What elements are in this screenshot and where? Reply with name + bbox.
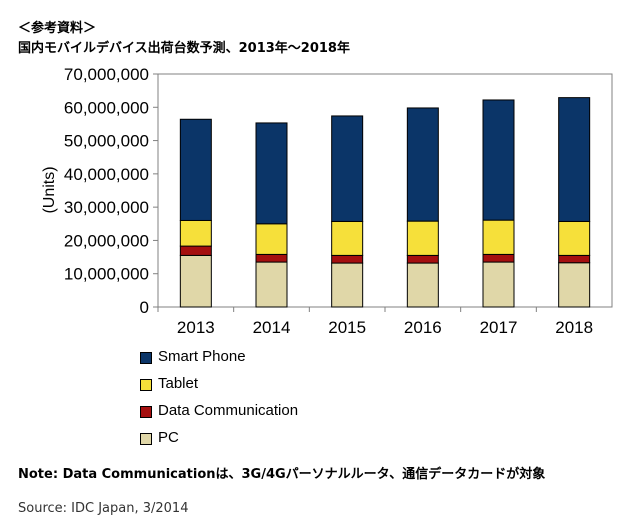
x-tick-label: 2017	[480, 318, 518, 337]
bar-segment-pc	[406, 262, 439, 308]
bar-segment-data-communication	[255, 253, 288, 263]
bar-segment-tablet	[255, 223, 288, 255]
bar-segment-data-communication	[331, 254, 364, 264]
x-tick-label: 2015	[328, 318, 366, 337]
bar-segment-data-communication	[558, 254, 591, 264]
bar-segment-tablet	[482, 219, 515, 255]
x-tick-label: 2014	[253, 318, 291, 337]
legend-swatch-data-communication	[140, 406, 152, 418]
bar-segment-data-communication	[406, 254, 439, 264]
y-axis-label: (Units)	[41, 166, 58, 213]
legend-label-pc: PC	[158, 429, 179, 446]
x-tick-label: 2018	[555, 318, 593, 337]
bar-segment-smart-phone	[482, 99, 515, 221]
legend-swatch-tablet	[140, 379, 152, 391]
bar-segment-smart-phone	[331, 115, 364, 222]
stacked-bar-chart: 0 10,000,000 20,000,000 30,000,000 40,000,00…	[41, 65, 613, 337]
plot-area	[157, 73, 613, 308]
x-tick-label: 2013	[177, 318, 215, 337]
legend-label-data-communication: Data Communication	[158, 402, 299, 419]
bar-segment-tablet	[179, 219, 212, 247]
bar-segment-pc	[482, 261, 515, 308]
x-tick-label: 2016	[404, 318, 442, 337]
y-tick-label: 70,000,000	[64, 65, 149, 84]
legend-label-tablet: Tablet	[158, 375, 199, 392]
bar-segment-data-communication	[482, 253, 515, 263]
legend-swatch-pc	[140, 433, 152, 445]
bar-segment-smart-phone	[406, 107, 439, 222]
bar-segment-smart-phone	[255, 122, 288, 225]
y-tick-label: 20,000,000	[64, 231, 149, 250]
y-tick-label: 40,000,000	[64, 165, 149, 184]
y-tick-label: 60,000,000	[64, 98, 149, 117]
source-text: Source: IDC Japan, 3/2014	[18, 501, 189, 516]
y-tick-label: 50,000,000	[64, 132, 149, 151]
chart-title: 国内モバイルデバイス出荷台数予測、2013年～2018年	[18, 41, 350, 56]
bar-segment-data-communication	[179, 245, 212, 256]
bar-segment-pc	[179, 254, 212, 308]
y-tick-label: 0	[140, 298, 149, 317]
bar-segment-smart-phone	[179, 118, 212, 221]
footnote: Note: Data Communicationは、3G/4Gパーソナルルータ、…	[18, 467, 546, 482]
bar-segment-pc	[558, 262, 591, 308]
y-tick-label: 10,000,000	[64, 265, 149, 284]
bar-segment-smart-phone	[558, 97, 591, 222]
header-label: ＜参考資料＞	[18, 21, 97, 36]
legend-label-smart-phone: Smart Phone	[158, 348, 246, 365]
bar-segment-tablet	[331, 220, 364, 256]
y-tick-label: 30,000,000	[64, 198, 149, 217]
legend-swatch-smart-phone	[140, 352, 152, 364]
bar-segment-tablet	[558, 220, 591, 256]
bar-segment-pc	[255, 261, 288, 308]
bar-segment-tablet	[406, 220, 439, 256]
bar-segment-pc	[331, 262, 364, 308]
